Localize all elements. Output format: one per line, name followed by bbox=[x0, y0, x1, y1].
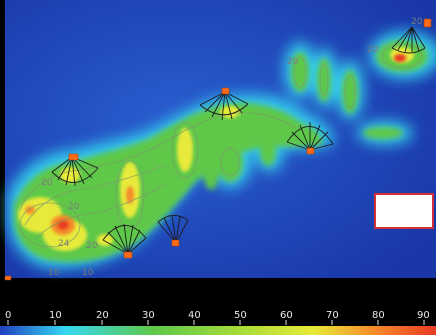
heatmap-view[interactable]: 20 20 20 20 20 20 24 10 10 bbox=[0, 0, 436, 282]
contour-label: 20 bbox=[41, 178, 53, 188]
contour-label: 24 bbox=[58, 239, 70, 249]
antenna-sector-lines bbox=[51, 26, 426, 255]
color-scale-svg: 0 10 20 30 40 50 60 70 80 90 bbox=[0, 310, 436, 335]
scale-tick-label: 90 bbox=[417, 310, 430, 321]
scale-tick-label: 80 bbox=[372, 310, 385, 321]
transmitter-marker-icon[interactable] bbox=[4, 275, 12, 281]
contour-label: 20 bbox=[86, 241, 98, 251]
bottom-frame-strip bbox=[0, 278, 436, 282]
legend-box[interactable] bbox=[374, 193, 434, 229]
contour-label: 20 bbox=[411, 17, 423, 27]
scale-ticks bbox=[7, 320, 425, 325]
scale-tick-label: 50 bbox=[234, 310, 247, 321]
contour-label: 20 bbox=[287, 57, 299, 67]
heatmap-canvas[interactable]: 20 20 20 20 20 20 24 10 10 bbox=[0, 0, 436, 282]
scale-tick-label: 0 bbox=[5, 310, 11, 321]
scale-tick-label: 30 bbox=[142, 310, 155, 321]
transmitter-marker-icon[interactable] bbox=[123, 251, 133, 259]
transmitter-marker-icon[interactable] bbox=[306, 147, 315, 155]
scale-tick-label: 60 bbox=[280, 310, 293, 321]
color-scale-bar: 0 10 20 30 40 50 60 70 80 90 bbox=[0, 282, 436, 335]
transmitter-marker-icon[interactable] bbox=[68, 153, 79, 161]
contour-label: 10 bbox=[82, 268, 94, 278]
signal-hotspot-layer bbox=[25, 54, 406, 235]
contour-label: 20 bbox=[367, 45, 379, 55]
scale-tick-label: 40 bbox=[188, 310, 201, 321]
scale-tick-label: 70 bbox=[326, 310, 339, 321]
transmitter-marker-icon[interactable] bbox=[221, 87, 230, 95]
contour-label: 10 bbox=[48, 268, 60, 278]
scale-tick-label: 10 bbox=[49, 310, 62, 321]
color-gradient bbox=[0, 326, 436, 335]
transmitter-marker-icon[interactable] bbox=[423, 18, 432, 28]
transmitter-marker-icon[interactable] bbox=[171, 239, 180, 247]
left-frame-strip bbox=[0, 0, 5, 282]
contour-lines bbox=[19, 43, 423, 248]
scale-tick-label: 20 bbox=[96, 310, 109, 321]
contour-label: 20 bbox=[68, 202, 80, 212]
transmitter-markers bbox=[4, 18, 432, 281]
